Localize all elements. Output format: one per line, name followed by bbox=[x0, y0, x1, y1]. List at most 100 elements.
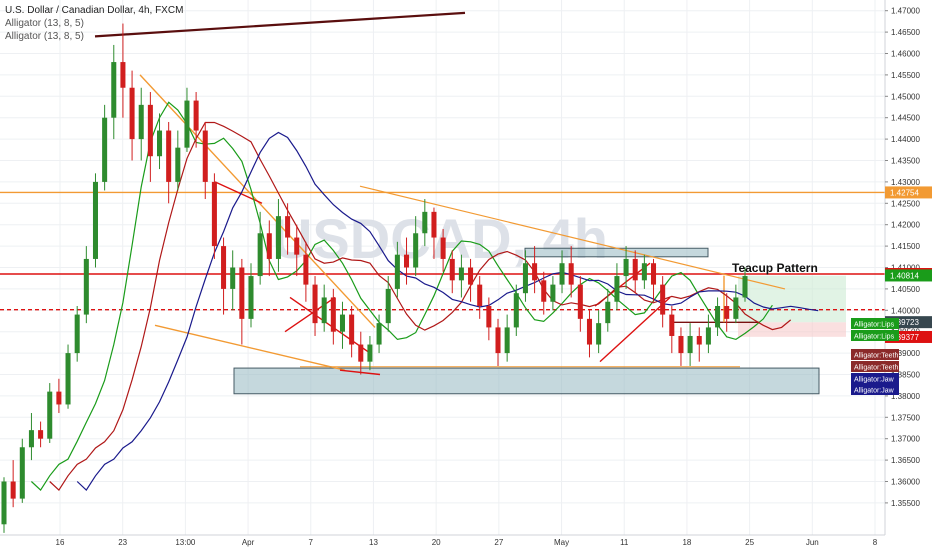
candle-body bbox=[422, 211, 428, 234]
trendline bbox=[339, 369, 381, 376]
symbol-title[interactable]: U.S. Dollar / Canadian Dollar, 4h, FXCM bbox=[5, 5, 184, 16]
candle-body bbox=[504, 327, 510, 354]
price-tick-label: 1.39000 bbox=[891, 349, 920, 358]
candle-body bbox=[285, 216, 291, 238]
candle-body bbox=[742, 276, 748, 298]
candle-body bbox=[577, 284, 583, 319]
candle-body bbox=[10, 481, 16, 499]
alligator-line bbox=[30, 101, 773, 492]
candle-body bbox=[38, 430, 44, 439]
candle-body bbox=[449, 258, 455, 281]
candles-layer[interactable] bbox=[1, 23, 748, 533]
candle-body bbox=[65, 353, 71, 405]
candle-body bbox=[349, 314, 355, 345]
candle-body bbox=[431, 211, 437, 238]
candle-body bbox=[74, 314, 80, 354]
time-tick-label: 7 bbox=[309, 538, 314, 547]
time-tick-label: May bbox=[554, 538, 569, 547]
time-tick-label: 11 bbox=[620, 538, 629, 547]
price-tick-label: 1.40000 bbox=[891, 306, 920, 315]
candle-body bbox=[358, 344, 364, 362]
price-tag-label: 1.39377 bbox=[890, 333, 919, 342]
price-tick-label: 1.37000 bbox=[891, 435, 920, 444]
price-tick-label: 1.44000 bbox=[891, 135, 920, 144]
candle-body bbox=[669, 314, 675, 336]
candle-body bbox=[1, 481, 7, 525]
candle-body bbox=[147, 104, 153, 157]
candle-body bbox=[56, 391, 62, 405]
alligator-tag-label: Alligator:Lips bbox=[854, 334, 895, 341]
candle-body bbox=[239, 267, 245, 319]
support-zone bbox=[233, 367, 820, 395]
candle-body bbox=[321, 297, 327, 324]
candle-body bbox=[513, 293, 519, 328]
candle-body bbox=[660, 284, 666, 315]
indicator-label-2[interactable]: Alligator (13, 8, 5) bbox=[5, 31, 84, 42]
candle-body bbox=[522, 263, 528, 294]
candle-body bbox=[303, 254, 309, 285]
candle-body bbox=[413, 233, 419, 268]
candle-body bbox=[157, 130, 163, 157]
candle-body bbox=[623, 258, 629, 277]
candle-body bbox=[230, 267, 236, 289]
price-tag-label: 1.40814 bbox=[890, 271, 919, 280]
candle-body bbox=[724, 306, 730, 319]
trendline bbox=[154, 324, 346, 371]
price-tick-label: 1.37500 bbox=[891, 413, 920, 422]
annotation-layer: Teacup Pattern bbox=[732, 261, 818, 275]
alligator-tag-label: Alligator:Teeth bbox=[854, 365, 898, 372]
price-tick-label: 1.36500 bbox=[891, 456, 920, 465]
price-tick-label: 1.42500 bbox=[891, 199, 920, 208]
candle-body bbox=[193, 100, 199, 131]
time-tick-label: 13 bbox=[369, 538, 378, 547]
time-axis[interactable]: 16 23 13:00 Apr 7 13 20 27 May 11 18 25 Jun 8 bbox=[0, 534, 885, 547]
price-tick-label: 1.38000 bbox=[891, 392, 920, 401]
candle-body bbox=[687, 335, 693, 354]
alligator-tag-label: Alligator:Lips bbox=[854, 322, 895, 329]
time-tick-label: 16 bbox=[56, 538, 65, 547]
target-zone bbox=[738, 275, 846, 323]
candle-body bbox=[440, 237, 446, 259]
candle-body bbox=[605, 301, 611, 324]
price-tag-label: 1.39723 bbox=[890, 318, 919, 327]
candle-body bbox=[568, 263, 574, 285]
candle-body bbox=[559, 263, 565, 285]
candle-body bbox=[92, 181, 98, 259]
alligator-tag-bg bbox=[851, 361, 899, 372]
alligator-tag-bg bbox=[851, 349, 899, 360]
candle-body bbox=[541, 280, 547, 302]
candle-body bbox=[367, 344, 373, 362]
candle-body bbox=[102, 117, 108, 182]
time-tick-label: 23 bbox=[118, 538, 127, 547]
price-tick-label: 1.46500 bbox=[891, 28, 920, 37]
candle-body bbox=[641, 263, 647, 281]
price-tick-label: 1.43000 bbox=[891, 178, 920, 187]
indicator-label-1[interactable]: Alligator (13, 8, 5) bbox=[5, 18, 84, 29]
candle-body bbox=[83, 258, 89, 315]
trendline bbox=[359, 185, 786, 290]
alligator-tag-bg bbox=[851, 330, 899, 341]
candle-body bbox=[202, 130, 208, 182]
alligator-tag-bg bbox=[851, 373, 899, 384]
alligator-tag-label: Alligator:Jaw bbox=[854, 377, 895, 384]
candle-body bbox=[266, 233, 272, 259]
price-tick-label: 1.41000 bbox=[891, 264, 920, 273]
candle-body bbox=[175, 147, 181, 182]
alligator-tag-label: Alligator:Jaw bbox=[854, 388, 895, 395]
candle-body bbox=[129, 87, 135, 140]
alligator-layer bbox=[30, 101, 819, 492]
price-tag-bg bbox=[885, 269, 932, 282]
candle-body bbox=[715, 306, 721, 328]
candle-body bbox=[184, 100, 190, 148]
time-tick-label: 25 bbox=[745, 538, 754, 547]
candle-body bbox=[248, 276, 254, 319]
time-tick-label: 18 bbox=[682, 538, 691, 547]
candle-body bbox=[495, 327, 501, 354]
price-tick-label: 1.38500 bbox=[891, 371, 920, 380]
candle-body bbox=[138, 104, 144, 140]
candle-body bbox=[120, 62, 126, 88]
candle-body bbox=[330, 297, 336, 332]
